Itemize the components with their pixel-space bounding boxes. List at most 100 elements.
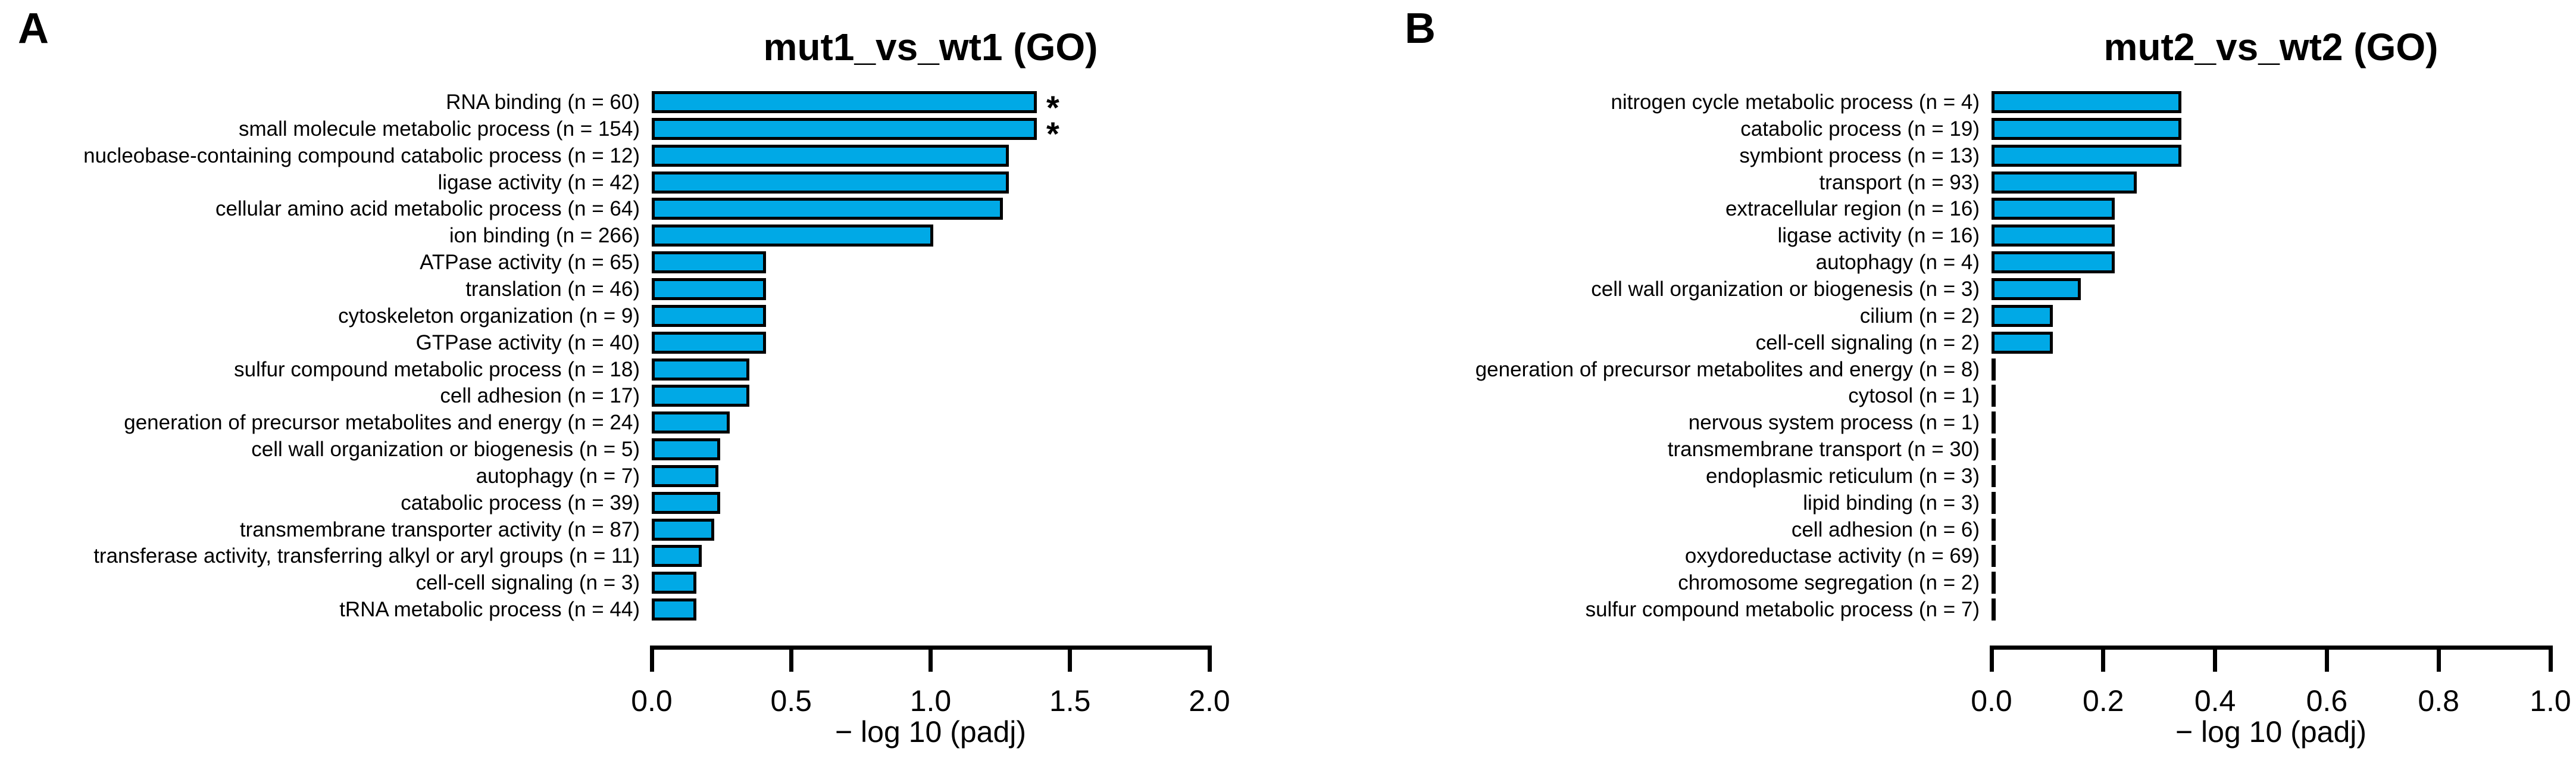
category-label: ligase activity (n = 16) xyxy=(1777,224,1980,248)
x-axis-tick xyxy=(2548,649,2553,672)
bar xyxy=(652,251,766,274)
bar xyxy=(1992,331,2053,354)
category-label: cell wall organization or biogenesis (n … xyxy=(251,438,640,462)
bar xyxy=(652,545,702,568)
category-label: nervous system process (n = 1) xyxy=(1688,411,1980,435)
x-axis-tick xyxy=(2436,649,2441,672)
bar xyxy=(652,438,720,461)
category-label: chromosome segregation (n = 2) xyxy=(1678,571,1980,595)
bar xyxy=(1992,518,1996,541)
category-label: nucleobase-containing compound catabolic… xyxy=(83,144,640,167)
x-axis-tick-label: 0.4 xyxy=(2194,684,2236,718)
x-axis-tick xyxy=(1989,649,1994,672)
x-axis-tick-label: 1.0 xyxy=(2530,684,2571,718)
panel-b-x-axis-label: − log 10 (padj) xyxy=(2175,715,2367,749)
bar xyxy=(652,331,766,354)
panel-a-title: mut1_vs_wt1 (GO) xyxy=(763,26,1098,68)
bar xyxy=(652,491,720,514)
bar xyxy=(652,144,1009,167)
panel-b-title: mut2_vs_wt2 (GO) xyxy=(2103,26,2439,68)
category-label: ion binding (n = 266) xyxy=(449,224,640,248)
bar xyxy=(652,171,1009,194)
category-label: ATPase activity (n = 65) xyxy=(420,251,640,275)
bar xyxy=(1992,91,2181,113)
x-axis-tick-label: 0.5 xyxy=(770,684,812,718)
category-label: tRNA metabolic process (n = 44) xyxy=(339,598,640,622)
bar xyxy=(652,278,766,300)
category-label: transferase activity, transferring alkyl… xyxy=(93,544,640,568)
x-axis-tick-label: 1.5 xyxy=(1049,684,1091,718)
x-axis-line xyxy=(650,646,1212,650)
category-label: extracellular region (n = 16) xyxy=(1725,197,1980,221)
bar xyxy=(1992,385,1996,407)
panel-a-letter: A xyxy=(18,5,49,52)
x-axis-tick xyxy=(1207,649,1212,672)
x-axis-tick-label: 1.0 xyxy=(909,684,952,718)
category-label: translation (n = 46) xyxy=(465,277,640,301)
bar xyxy=(1992,225,2115,247)
bar xyxy=(1992,464,1996,487)
category-label: cytosol (n = 1) xyxy=(1848,384,1980,408)
category-label: symbiont process (n = 13) xyxy=(1739,144,1980,167)
significance-asterisk: * xyxy=(1046,115,1059,153)
category-label: catabolic process (n = 39) xyxy=(401,491,640,515)
x-axis-tick xyxy=(929,649,933,672)
category-label: endoplasmic reticulum (n = 3) xyxy=(1705,464,1980,488)
category-label: nitrogen cycle metabolic process (n = 4) xyxy=(1611,91,1980,114)
significance-asterisk: * xyxy=(1046,88,1059,126)
bar xyxy=(652,518,714,541)
bar xyxy=(1992,278,2081,300)
category-label: cellular amino acid metabolic process (n… xyxy=(215,197,640,221)
bar xyxy=(652,464,718,487)
x-axis-tick-label: 0.2 xyxy=(2083,684,2124,718)
bar xyxy=(652,358,749,381)
bar xyxy=(652,91,1037,113)
category-label: cilium (n = 2) xyxy=(1859,304,1980,328)
x-axis-tick-label: 0.8 xyxy=(2418,684,2459,718)
category-label: GTPase activity (n = 40) xyxy=(415,331,640,354)
category-label: cytoskeleton organization (n = 9) xyxy=(338,304,640,328)
category-label: cell-cell signaling (n = 3) xyxy=(415,571,640,595)
category-label: generation of precursor metabolites and … xyxy=(1475,357,1980,381)
category-label: RNA binding (n = 60) xyxy=(446,91,640,114)
x-axis-tick xyxy=(2324,649,2329,672)
bar xyxy=(1992,438,1996,461)
panel-b-letter: B xyxy=(1405,5,1436,52)
bar xyxy=(652,198,1003,220)
bar xyxy=(652,598,696,621)
category-label: catabolic process (n = 19) xyxy=(1740,117,1980,141)
x-axis-tick-label: 2.0 xyxy=(1189,684,1230,718)
category-label: transmembrane transporter activity (n = … xyxy=(239,517,640,541)
x-axis-tick-label: 0.0 xyxy=(1971,684,2012,718)
x-axis-tick-label: 0.6 xyxy=(2306,684,2348,718)
bar xyxy=(1992,144,2181,167)
bar xyxy=(652,225,933,247)
bar xyxy=(1992,358,1996,381)
x-axis-tick xyxy=(2101,649,2106,672)
x-axis-tick xyxy=(649,649,654,672)
bar xyxy=(1992,117,2181,140)
category-label: sulfur compound metabolic process (n = 1… xyxy=(234,357,640,381)
bar xyxy=(1992,545,1996,568)
bar xyxy=(1992,198,2115,220)
category-label: cell adhesion (n = 6) xyxy=(1791,517,1980,541)
category-label: cell wall organization or biogenesis (n … xyxy=(1591,277,1980,301)
category-label: transport (n = 93) xyxy=(1819,170,1980,194)
category-label: lipid binding (n = 3) xyxy=(1803,491,1980,515)
category-label: sulfur compound metabolic process (n = 7… xyxy=(1585,598,1980,622)
bar xyxy=(1992,411,1996,434)
category-label: autophagy (n = 4) xyxy=(1815,251,1980,275)
category-label: cell-cell signaling (n = 2) xyxy=(1755,331,1980,354)
x-axis-line xyxy=(1990,646,2553,650)
bar xyxy=(1992,572,1996,594)
x-axis-tick xyxy=(2213,649,2218,672)
bar xyxy=(652,411,730,434)
bar xyxy=(652,117,1037,140)
category-label: ligase activity (n = 42) xyxy=(437,170,640,194)
bar xyxy=(1992,598,1996,621)
category-label: transmembrane transport (n = 30) xyxy=(1667,438,1980,462)
bar xyxy=(652,385,749,407)
bar xyxy=(1992,251,2115,274)
panel-a-x-axis-label: − log 10 (padj) xyxy=(834,715,1027,749)
